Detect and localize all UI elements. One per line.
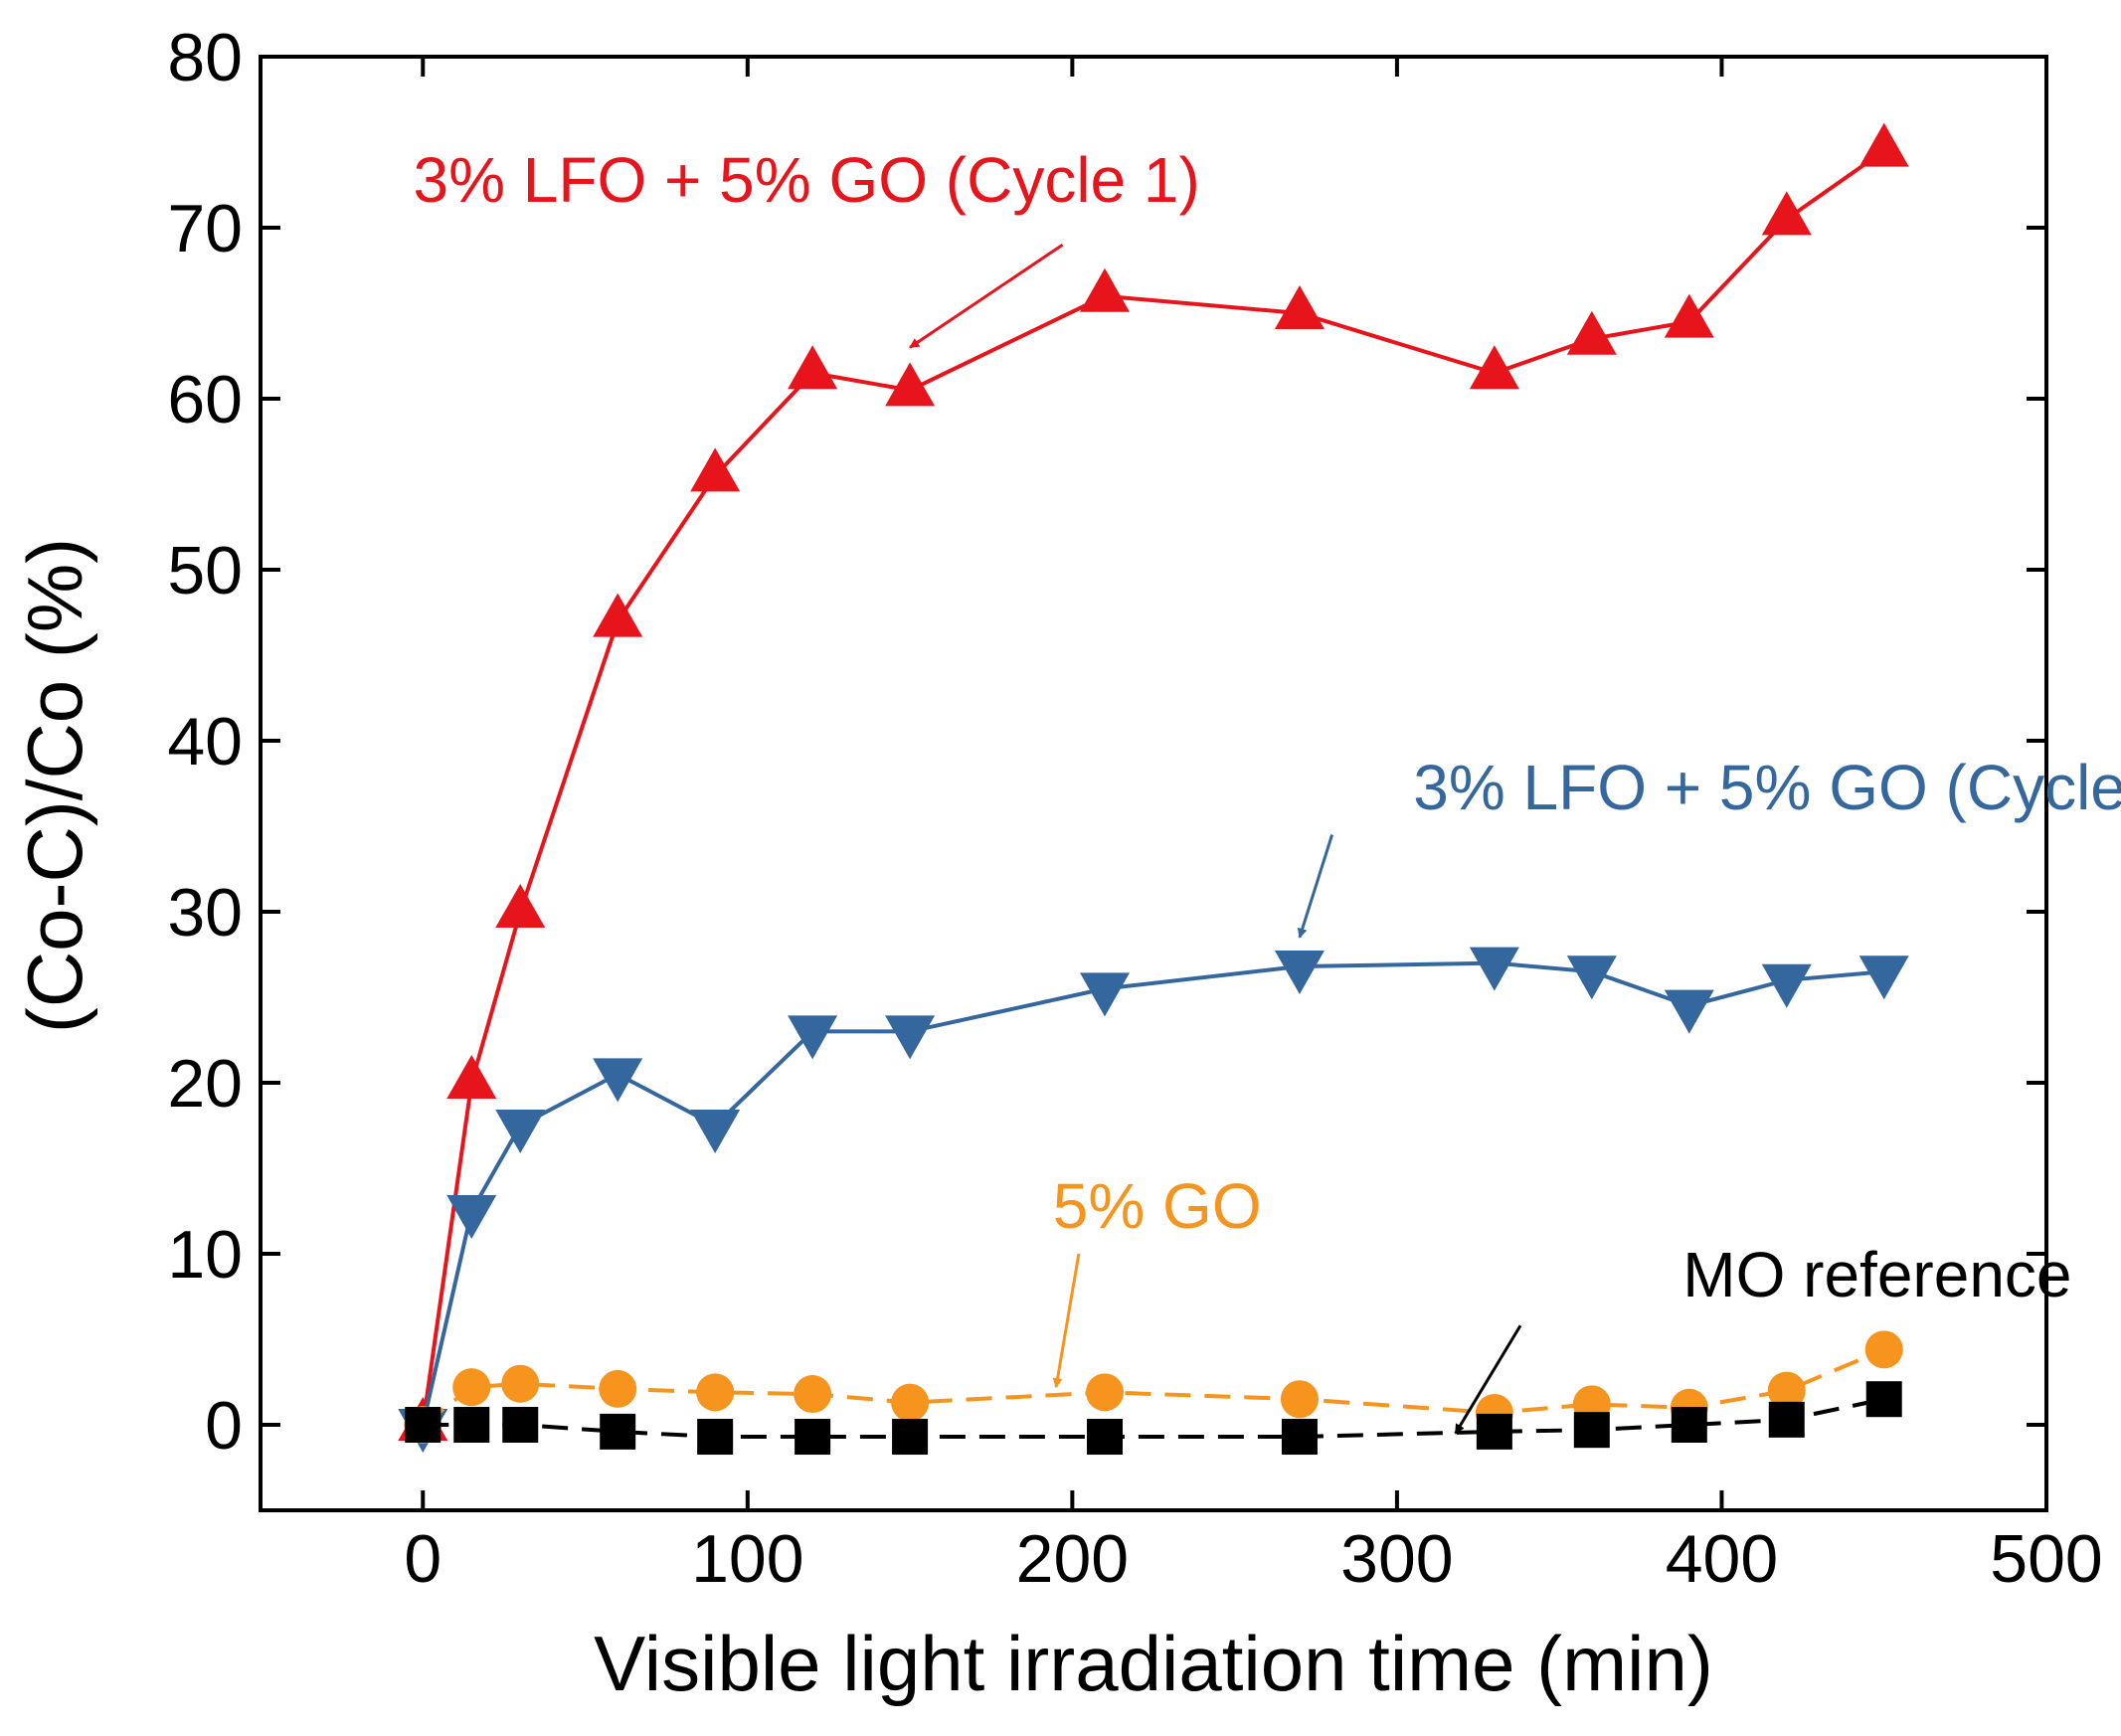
series-3-point-11 (1671, 1407, 1707, 1443)
y-tick-label-6: 60 (167, 362, 243, 437)
y-axis-title: (Co-C)/Co (%) (11, 538, 98, 1033)
series-2-point-3 (599, 1369, 637, 1408)
y-tick-label-2: 20 (167, 1046, 243, 1122)
series-2-point-4 (696, 1373, 735, 1412)
annotation-arrow-3 (1454, 1324, 1522, 1435)
series-2-point-13 (1864, 1330, 1903, 1369)
series-3-point-9 (1476, 1413, 1512, 1450)
annotation-arrow-0 (909, 243, 1064, 349)
series-3-point-5 (795, 1419, 831, 1456)
series-3-point-2 (502, 1407, 539, 1443)
plot-frame (259, 55, 2048, 1512)
y-tick-label-1: 10 (167, 1217, 243, 1293)
series-0-point-7 (1080, 267, 1131, 312)
series-1-point-4 (690, 1110, 741, 1153)
series-0-point-1 (446, 1055, 497, 1099)
series-2-point-1 (452, 1368, 491, 1407)
x-tick-label-1: 100 (691, 1521, 803, 1597)
x-tick-label-3: 300 (1340, 1521, 1453, 1597)
series-0-point-4 (690, 447, 741, 492)
y-tick-label-0: 0 (205, 1388, 243, 1464)
x-tick-label-4: 400 (1666, 1521, 1778, 1597)
annotation-arrow-1 (1297, 834, 1334, 939)
series-3-point-13 (1865, 1381, 1902, 1418)
series-line-2 (422, 1347, 1885, 1427)
annotation-arrow-2 (1052, 1253, 1081, 1389)
series-line-3 (423, 1397, 1885, 1440)
series-3-point-6 (892, 1419, 929, 1456)
series-2-point-2 (501, 1364, 540, 1403)
annotation-label-1: 3% LFO + 5% GO (Cycle 2) (1413, 752, 2121, 823)
series-0-point-10 (1566, 310, 1617, 355)
series-2-point-12 (1767, 1371, 1806, 1410)
y-tick-label-8: 80 (167, 20, 243, 95)
series-3-point-3 (600, 1413, 636, 1450)
series-0-point-8 (1274, 285, 1325, 329)
series-1-point-3 (593, 1058, 643, 1103)
series-0-point-6 (885, 362, 936, 407)
series-1-point-9 (1469, 947, 1519, 991)
series-3-point-4 (697, 1419, 734, 1456)
series-1-point-13 (1858, 955, 1909, 1000)
series-1-point-10 (1566, 955, 1617, 1000)
annotation-layer: 3% LFO + 5% GO (Cycle 1) 3% LFO + 5% GO (… (413, 144, 2121, 1435)
series-0 (398, 122, 1909, 1441)
y-tick-label-7: 70 (167, 191, 243, 266)
series-1-point-2 (495, 1110, 546, 1153)
series-1-point-11 (1664, 989, 1714, 1034)
x-axis-title: Visible light irradiation time (min) (594, 1620, 1713, 1707)
x-tick-label-0: 0 (404, 1521, 442, 1597)
annotation-label-3: MO reference (1682, 1239, 2071, 1310)
y-tick-label-4: 40 (167, 704, 243, 780)
annotation-label-2: 5% GO (1053, 1170, 1262, 1242)
series-0-point-9 (1469, 345, 1519, 390)
series-2-point-8 (1280, 1380, 1319, 1419)
series-1-point-1 (446, 1195, 497, 1239)
series-1 (398, 947, 1909, 1453)
annotation-label-0: 3% LFO + 5% GO (Cycle 1) (413, 144, 1199, 216)
series-3-point-10 (1573, 1412, 1610, 1449)
series-0-point-2 (495, 884, 546, 928)
series-0-point-11 (1664, 293, 1714, 338)
series-0-point-3 (593, 593, 643, 637)
series-2-point-6 (891, 1383, 930, 1422)
series-3-point-1 (453, 1407, 490, 1443)
series-1-point-5 (788, 1015, 838, 1060)
series-2-point-7 (1086, 1373, 1125, 1412)
series-0-point-13 (1858, 122, 1909, 167)
x-tick-label-2: 200 (1016, 1521, 1129, 1597)
x-tick-label-5: 500 (1990, 1521, 2102, 1597)
series-1-point-7 (1080, 972, 1131, 1017)
series-1-point-6 (885, 1015, 936, 1060)
series-layer (398, 122, 1909, 1456)
y-tick-label-3: 30 (167, 875, 243, 951)
series-0-point-5 (788, 345, 838, 390)
series-3-point-7 (1087, 1419, 1124, 1456)
axis-ticks: 0 100 200 300 400 500 0 10 20 30 40 50 60 70 80 (167, 20, 2102, 1597)
series-1-point-12 (1761, 963, 1812, 1008)
series-3-point-12 (1768, 1401, 1805, 1438)
y-tick-label-5: 50 (167, 533, 243, 608)
series-3-point-8 (1281, 1419, 1318, 1456)
series-2-point-5 (794, 1375, 832, 1414)
series-0-point-12 (1761, 191, 1812, 236)
series-1-point-8 (1274, 951, 1325, 995)
series-3 (405, 1381, 1902, 1456)
series-3-point-0 (405, 1407, 442, 1443)
